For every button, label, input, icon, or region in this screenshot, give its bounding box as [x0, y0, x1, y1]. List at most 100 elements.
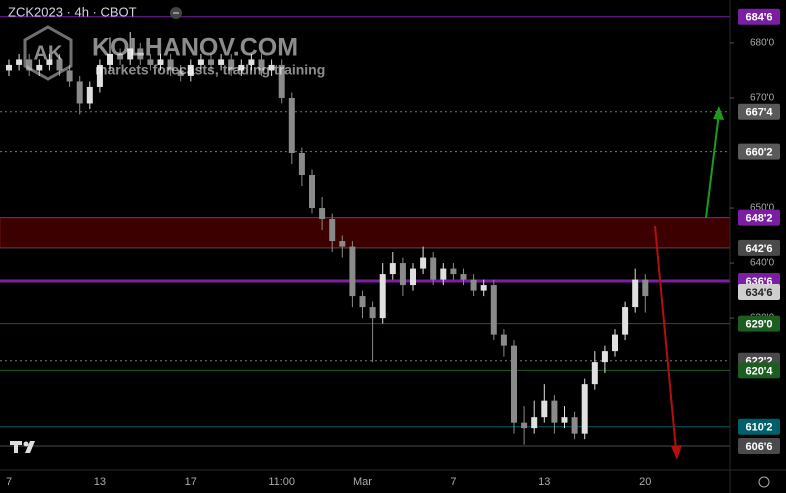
candle-body	[268, 64, 275, 71]
candle-body	[258, 59, 265, 71]
candle-body	[622, 307, 629, 335]
level-label-bg	[738, 315, 780, 332]
candle-body	[561, 417, 568, 423]
candle-body	[187, 64, 194, 76]
level-label-bg	[738, 8, 780, 25]
candle-body	[197, 59, 204, 65]
candle-body	[218, 59, 225, 65]
candle-body	[612, 334, 618, 352]
candle-body	[490, 285, 497, 335]
candle-body	[369, 307, 376, 319]
candle-body	[76, 81, 83, 104]
candle-body	[329, 219, 336, 242]
tv-logo-part	[23, 441, 29, 447]
candle-body	[601, 351, 608, 363]
level-label-bg	[738, 418, 780, 435]
candle-body	[66, 70, 73, 82]
logo-hexagon	[23, 25, 73, 81]
level-label: 606'6	[745, 441, 772, 453]
level-label: 642'6	[745, 243, 772, 255]
x-tick-label: 7	[6, 476, 12, 488]
settings-button[interactable]	[758, 476, 770, 488]
candle-body	[339, 241, 346, 247]
up-arrow	[705, 112, 720, 219]
candle-body	[359, 296, 366, 308]
candle-body	[238, 64, 245, 71]
candle-body	[571, 417, 578, 434]
level-label-bg	[738, 239, 780, 256]
candle-body	[541, 400, 548, 418]
x-tick-label: 13	[94, 476, 106, 488]
candle-body	[147, 59, 154, 65]
x-tick-label: 17	[185, 476, 197, 488]
tv-logo-part	[25, 441, 35, 453]
level-label: 629'0	[745, 319, 772, 331]
candle-body	[309, 175, 315, 209]
down-arrow-head	[671, 445, 682, 460]
watermark: AK KOLHANOV.COM markets forecasts, tradi…	[23, 25, 325, 81]
candle-body	[632, 279, 639, 308]
candle-body	[248, 59, 255, 65]
candle-body	[319, 208, 326, 220]
candle-body	[460, 274, 467, 280]
level-label-bg	[738, 283, 780, 300]
candle-body	[420, 257, 427, 269]
candle-body	[26, 59, 33, 71]
level-label-bg	[738, 362, 780, 379]
tv-logo-part	[14, 441, 18, 453]
candle-body	[278, 64, 285, 98]
candle-body	[450, 268, 457, 275]
candle-body	[349, 246, 356, 297]
candle-body	[157, 59, 164, 65]
candle-body	[117, 53, 124, 60]
candle-body	[399, 263, 406, 286]
level-label-bg	[738, 438, 780, 455]
up-arrow-head	[713, 106, 724, 120]
candle-body	[591, 362, 598, 385]
symbol-title: ZCK2023 · 4h · CBOT	[8, 4, 137, 19]
candle-body	[531, 417, 538, 429]
candle-body	[430, 257, 437, 280]
y-tick-label: 680'0	[750, 38, 775, 49]
tv-logo	[10, 441, 35, 453]
level-label: 684'6	[745, 12, 772, 24]
candle-body	[137, 48, 144, 60]
level-label: 620'4	[745, 365, 773, 377]
candle-body	[107, 53, 113, 65]
x-tick-label: 11:00	[268, 476, 295, 488]
candle-body	[6, 64, 12, 71]
y-tick-label: 640'0	[750, 258, 775, 269]
watermark-brand: KOLHANOV.COM	[92, 34, 298, 62]
watermark-tagline: markets forecasts, trading training	[95, 62, 325, 78]
candle-body	[86, 86, 93, 104]
y-tick-label: 670'0	[750, 93, 775, 104]
candle-body	[177, 70, 184, 76]
y-tick-label: 650'0	[750, 203, 775, 214]
level-label-bg	[738, 143, 780, 160]
x-tick-label: Mar	[353, 476, 372, 488]
candle-body	[46, 59, 53, 65]
level-label-bg	[738, 209, 780, 226]
candle-body	[440, 268, 447, 280]
logo-text: AK	[34, 42, 63, 64]
candle-body	[36, 64, 43, 71]
candle-body	[551, 400, 558, 423]
candle-body	[298, 152, 305, 176]
candle-body	[96, 64, 103, 87]
plot-area	[0, 16, 731, 447]
candle-body	[127, 48, 134, 60]
candle-body	[470, 279, 477, 291]
candle-body	[288, 97, 295, 153]
candle-body	[581, 384, 588, 434]
candle-body	[500, 334, 507, 346]
level-label: 648'2	[745, 213, 772, 225]
level-label: 667'4	[745, 107, 773, 119]
candle-body	[521, 422, 528, 429]
level-label: 634'6	[745, 287, 772, 299]
level-label-bg	[738, 103, 780, 120]
candle-body	[208, 59, 214, 65]
candle-body	[228, 59, 235, 71]
candle-body	[16, 59, 23, 65]
candle-body	[511, 345, 517, 423]
